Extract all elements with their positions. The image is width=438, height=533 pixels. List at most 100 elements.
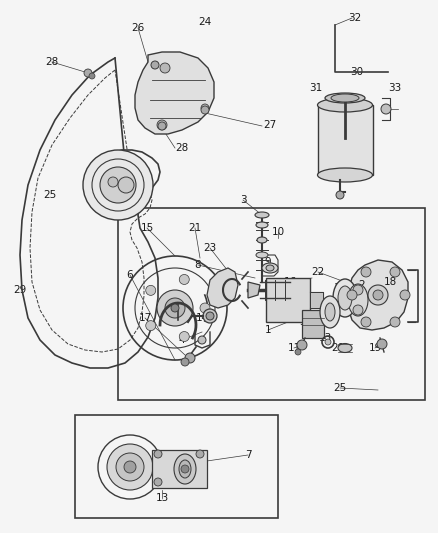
- Circle shape: [146, 285, 156, 295]
- Circle shape: [165, 298, 185, 318]
- Circle shape: [157, 290, 193, 326]
- Text: 18: 18: [383, 277, 397, 287]
- Text: 16: 16: [283, 277, 297, 287]
- Circle shape: [116, 453, 144, 481]
- Circle shape: [297, 340, 307, 350]
- Circle shape: [171, 304, 179, 312]
- Text: 25: 25: [333, 383, 346, 393]
- Ellipse shape: [255, 212, 269, 218]
- Circle shape: [198, 336, 206, 344]
- Circle shape: [200, 303, 210, 313]
- Text: 4: 4: [179, 335, 185, 345]
- Text: 7: 7: [245, 450, 251, 460]
- Circle shape: [353, 305, 363, 315]
- Ellipse shape: [333, 279, 357, 317]
- Text: 31: 31: [309, 83, 323, 93]
- Text: 19: 19: [368, 343, 381, 353]
- Bar: [75, 415, 278, 518]
- Circle shape: [201, 106, 209, 114]
- Bar: [310, 292, 323, 308]
- Text: 25: 25: [43, 190, 57, 200]
- Text: 14: 14: [195, 313, 208, 323]
- Ellipse shape: [338, 286, 352, 310]
- Bar: [318, 105, 373, 175]
- Text: 30: 30: [350, 67, 364, 77]
- Circle shape: [84, 69, 92, 77]
- Circle shape: [108, 177, 118, 187]
- Ellipse shape: [348, 284, 368, 316]
- Text: 26: 26: [131, 23, 145, 33]
- Text: 17: 17: [138, 313, 152, 323]
- Ellipse shape: [325, 303, 335, 321]
- Text: 13: 13: [318, 333, 332, 343]
- Circle shape: [400, 290, 410, 300]
- Ellipse shape: [262, 263, 278, 273]
- Polygon shape: [135, 52, 214, 134]
- Circle shape: [118, 177, 134, 193]
- Ellipse shape: [320, 296, 340, 328]
- Circle shape: [295, 349, 301, 355]
- Ellipse shape: [179, 460, 191, 478]
- Text: 32: 32: [348, 13, 362, 23]
- Text: 15: 15: [140, 223, 154, 233]
- Ellipse shape: [174, 454, 196, 484]
- Circle shape: [336, 191, 344, 199]
- Circle shape: [158, 122, 166, 130]
- Ellipse shape: [257, 237, 267, 243]
- Text: 20: 20: [332, 343, 345, 353]
- Circle shape: [107, 444, 153, 490]
- Text: 21: 21: [188, 223, 201, 233]
- Circle shape: [181, 358, 189, 366]
- Circle shape: [100, 167, 136, 203]
- Text: 8: 8: [194, 260, 201, 270]
- Bar: [266, 278, 310, 322]
- Circle shape: [157, 120, 167, 130]
- Text: 33: 33: [389, 83, 402, 93]
- Circle shape: [154, 478, 162, 486]
- Circle shape: [206, 312, 214, 320]
- Text: 24: 24: [198, 17, 212, 27]
- Bar: [302, 310, 324, 338]
- Circle shape: [124, 461, 136, 473]
- Circle shape: [377, 339, 387, 349]
- Text: 1: 1: [265, 325, 271, 335]
- Ellipse shape: [318, 168, 372, 182]
- Circle shape: [390, 317, 400, 327]
- Circle shape: [390, 267, 400, 277]
- Circle shape: [89, 73, 95, 79]
- Ellipse shape: [256, 252, 268, 258]
- Text: 10: 10: [272, 227, 285, 237]
- Ellipse shape: [338, 343, 352, 352]
- Circle shape: [179, 274, 189, 285]
- Circle shape: [353, 285, 363, 295]
- Circle shape: [185, 353, 195, 363]
- Text: 12: 12: [333, 283, 346, 293]
- Circle shape: [361, 317, 371, 327]
- Circle shape: [203, 309, 217, 323]
- Circle shape: [373, 290, 383, 300]
- Circle shape: [381, 104, 391, 114]
- Circle shape: [83, 150, 153, 220]
- Circle shape: [196, 450, 204, 458]
- Bar: [118, 208, 425, 400]
- Text: 22: 22: [311, 267, 325, 277]
- Circle shape: [151, 61, 159, 69]
- Polygon shape: [207, 268, 238, 308]
- Ellipse shape: [266, 265, 274, 271]
- Ellipse shape: [256, 222, 268, 228]
- Circle shape: [146, 321, 156, 330]
- Text: 28: 28: [175, 143, 189, 153]
- Ellipse shape: [325, 93, 365, 103]
- Text: 29: 29: [14, 285, 27, 295]
- Circle shape: [361, 267, 371, 277]
- Polygon shape: [248, 282, 260, 298]
- Circle shape: [181, 465, 189, 473]
- Text: 11: 11: [287, 343, 300, 353]
- Text: 13: 13: [155, 493, 169, 503]
- Ellipse shape: [318, 98, 372, 112]
- Text: 6: 6: [127, 270, 133, 280]
- Circle shape: [179, 332, 189, 342]
- Text: 9: 9: [265, 257, 271, 267]
- Text: 23: 23: [203, 243, 217, 253]
- Ellipse shape: [331, 94, 359, 102]
